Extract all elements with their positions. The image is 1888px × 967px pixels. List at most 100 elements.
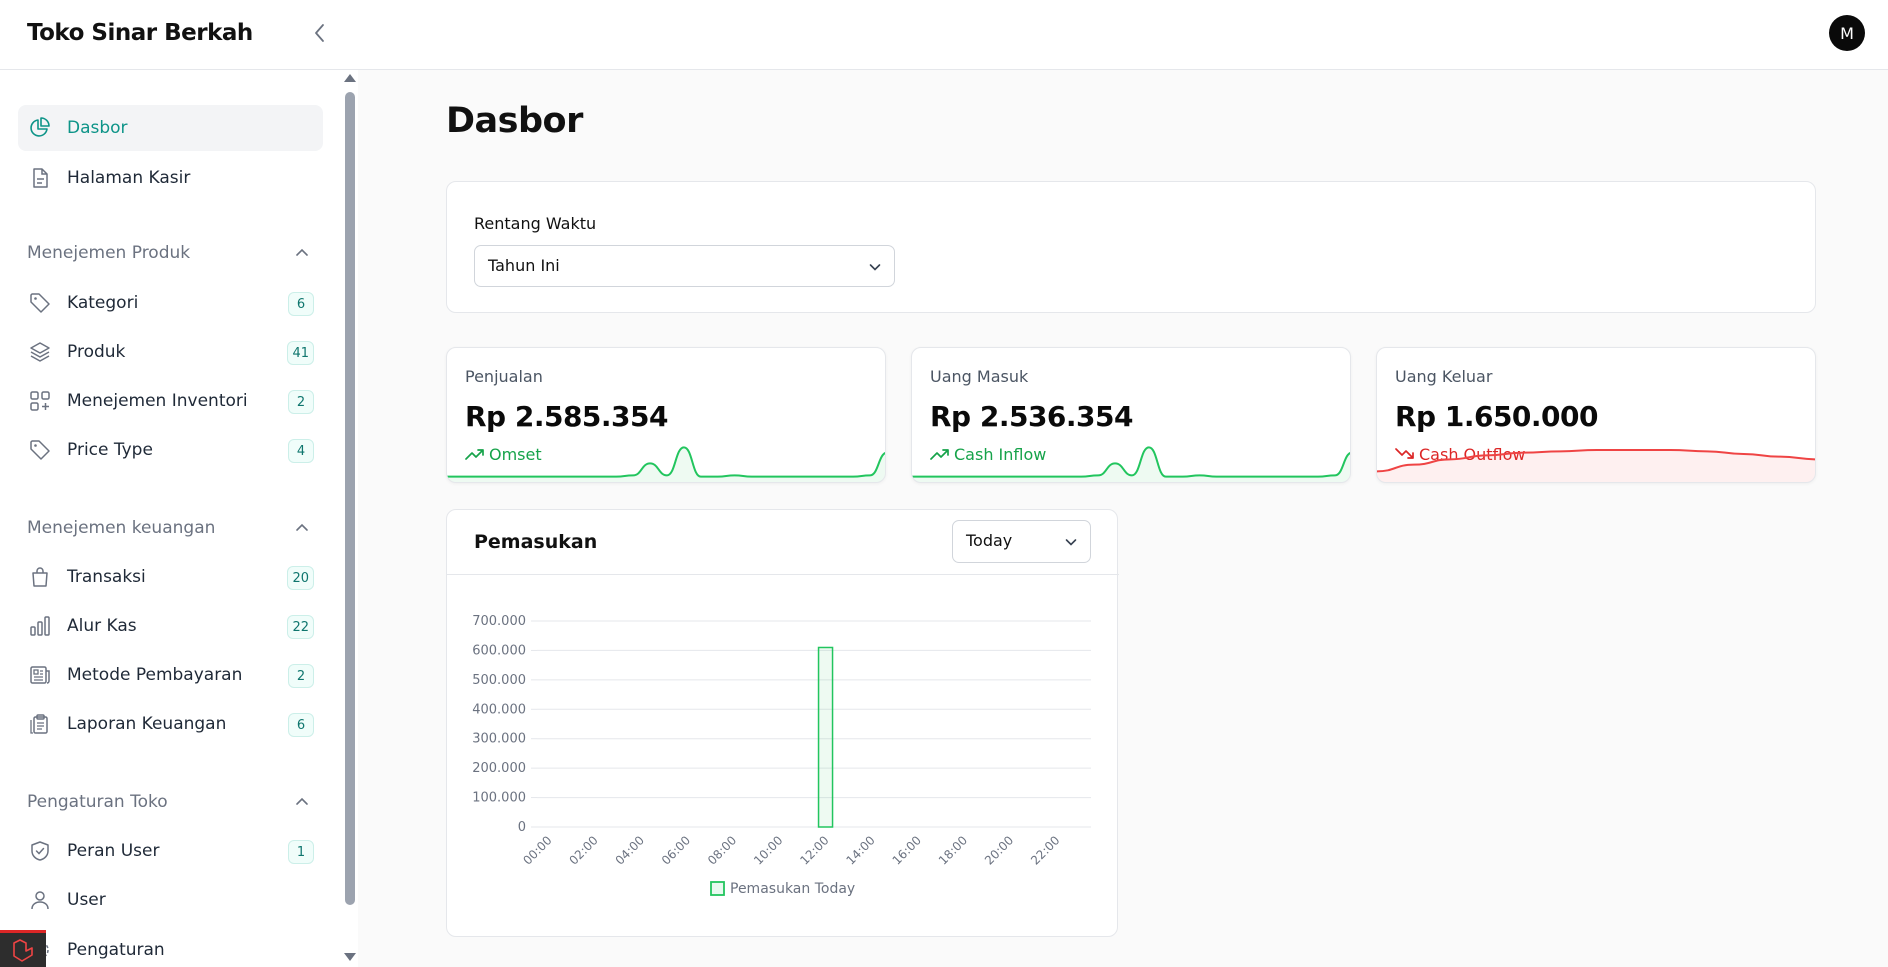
collapse-sidebar-button[interactable] [308, 20, 332, 46]
sidebar-item-laporan-keuangan[interactable]: Laporan Keuangan 6 [18, 701, 323, 747]
sidebar-item-label: Halaman Kasir [67, 168, 191, 188]
sidebar-item-transaksi[interactable]: Transaksi 20 [18, 554, 323, 600]
stat-value: Rp 2.536.354 [930, 400, 1134, 433]
stat-card-uang-masuk: Uang Masuk Rp 2.536.354 Cash Inflow [911, 347, 1351, 483]
sidebar-item-user[interactable]: User [18, 877, 323, 923]
chevron-up-icon[interactable] [293, 519, 311, 537]
sparkline-area [912, 447, 1350, 482]
y-tick-label: 300.000 [472, 732, 526, 747]
sparkline-area [447, 447, 885, 482]
pemasukan-chart-card: Pemasukan Today 0 100.000 200.000 300.000 40… [446, 509, 1119, 937]
bar [817, 646, 834, 828]
chart-pie-icon [30, 117, 50, 137]
sparkline-cash-inflow [912, 446, 1350, 482]
top-bar: Toko Sinar Berkah M [0, 0, 1888, 70]
sidebar-item-label: Menejemen Inventori [67, 391, 248, 411]
stat-description: Cash Inflow [954, 445, 1047, 464]
trending-down-icon [1395, 448, 1414, 459]
count-badge: 2 [288, 390, 314, 414]
x-tick-label: 18:00 [936, 833, 970, 867]
chevron-down-icon [869, 264, 881, 271]
x-tick-label: 20:00 [982, 833, 1016, 867]
chevron-up-icon[interactable] [293, 793, 311, 811]
sidebar-item-produk[interactable]: Produk 41 [18, 329, 323, 375]
squares-plus-icon [30, 391, 50, 411]
x-tick-label: 16:00 [890, 833, 924, 867]
sidebar-item-label: Peran User [67, 841, 160, 861]
x-tick-label: 12:00 [797, 833, 831, 867]
sparkline-line [912, 446, 1350, 478]
y-tick-label: 200.000 [472, 761, 526, 776]
stat-label: Uang Masuk [930, 367, 1029, 386]
sidebar-item-label: Pengaturan [67, 940, 165, 960]
sparkline-line [447, 446, 885, 478]
sparkline-area [1377, 450, 1815, 482]
x-tick-label: 04:00 [613, 833, 647, 867]
filter-label: Rentang Waktu [474, 214, 597, 233]
time-range-select[interactable]: Tahun Ini [474, 245, 895, 287]
scroll-up-arrow-icon[interactable] [344, 74, 356, 82]
count-badge: 2 [288, 664, 314, 688]
bar-chart-icon [30, 616, 50, 636]
chart-period-select[interactable]: Today [952, 520, 1091, 563]
stat-label: Uang Keluar [1395, 367, 1493, 386]
x-tick-label: 00:00 [520, 833, 554, 867]
scrollbar-thumb[interactable] [345, 92, 355, 905]
sidebar-item-alur-kas[interactable]: Alur Kas 22 [18, 603, 323, 649]
sparkline-line [1377, 449, 1815, 473]
stat-card-uang-keluar: Uang Keluar Rp 1.650.000 Cash Outflow [1376, 347, 1816, 483]
sidebar-item-pengaturan[interactable]: Pengaturan [18, 927, 323, 967]
sidebar-item-kategori[interactable]: Kategori 6 [18, 280, 323, 326]
y-tick-label: 700.000 [472, 614, 526, 629]
sidebar-item-halaman-kasir[interactable]: Halaman Kasir [18, 155, 323, 201]
sidebar-item-metode-pembayaran[interactable]: Metode Pembayaran 2 [18, 652, 323, 698]
sidebar-item-label: User [67, 890, 106, 910]
sidebar-item-label: Transaksi [67, 567, 146, 587]
y-tick-label: 500.000 [472, 673, 526, 688]
laravel-logo-icon [13, 939, 33, 962]
user-icon [31, 891, 49, 910]
user-avatar[interactable]: M [1829, 15, 1865, 51]
chevron-left-icon [315, 24, 324, 42]
x-tick-label: 06:00 [659, 833, 693, 867]
chart-card-title: Pemasukan [474, 531, 598, 553]
shield-check-icon [31, 841, 49, 861]
sidebar: Dasbor Halaman Kasir Menejemen Produk Ka… [0, 70, 358, 967]
legend-swatch [710, 881, 725, 896]
sidebar-item-dasbor[interactable]: Dasbor [18, 105, 323, 151]
chevron-down-icon [1065, 539, 1077, 546]
debugbar-toggle[interactable] [0, 930, 46, 967]
time-range-value: Tahun Ini [488, 256, 560, 275]
count-badge: 20 [287, 566, 314, 590]
sidebar-item-label: Metode Pembayaran [67, 665, 243, 685]
tag-icon [30, 440, 50, 460]
sparkline-omset [447, 446, 885, 482]
sidebar-item-price-type[interactable]: Price Type 4 [18, 427, 323, 473]
stat-value: Rp 1.650.000 [1395, 400, 1599, 433]
group-label-menejemen-keuangan: Menejemen keuangan [27, 518, 216, 538]
document-icon [33, 168, 48, 188]
y-tick-label: 400.000 [472, 702, 526, 717]
x-tick-label: 10:00 [751, 833, 785, 867]
layers-icon [30, 342, 50, 362]
count-badge: 22 [287, 615, 314, 639]
chevron-up-icon[interactable] [293, 244, 311, 262]
stat-description: Omset [489, 445, 542, 464]
count-badge: 41 [287, 341, 314, 365]
shopping-bag-icon [32, 567, 48, 587]
y-tick-label: 100.000 [472, 791, 526, 806]
group-label-pengaturan-toko: Pengaturan Toko [27, 792, 168, 812]
stat-value: Rp 2.585.354 [465, 400, 669, 433]
brand-name[interactable]: Toko Sinar Berkah [27, 20, 253, 46]
count-badge: 6 [288, 292, 314, 316]
sidebar-item-label: Dasbor [67, 118, 128, 138]
trending-up-icon [465, 449, 484, 460]
scroll-down-arrow-icon[interactable] [344, 953, 356, 961]
sidebar-item-peran-user[interactable]: Peran User 1 [18, 828, 323, 874]
stat-card-penjualan: Penjualan Rp 2.585.354 Omset [446, 347, 886, 483]
chart-period-value: Today [966, 531, 1013, 550]
page-title: Dasbor [446, 101, 583, 141]
sidebar-item-menejemen-inventori[interactable]: Menejemen Inventori 2 [18, 378, 323, 424]
chart-header: Pemasukan Today [447, 510, 1119, 575]
count-badge: 1 [288, 840, 314, 864]
